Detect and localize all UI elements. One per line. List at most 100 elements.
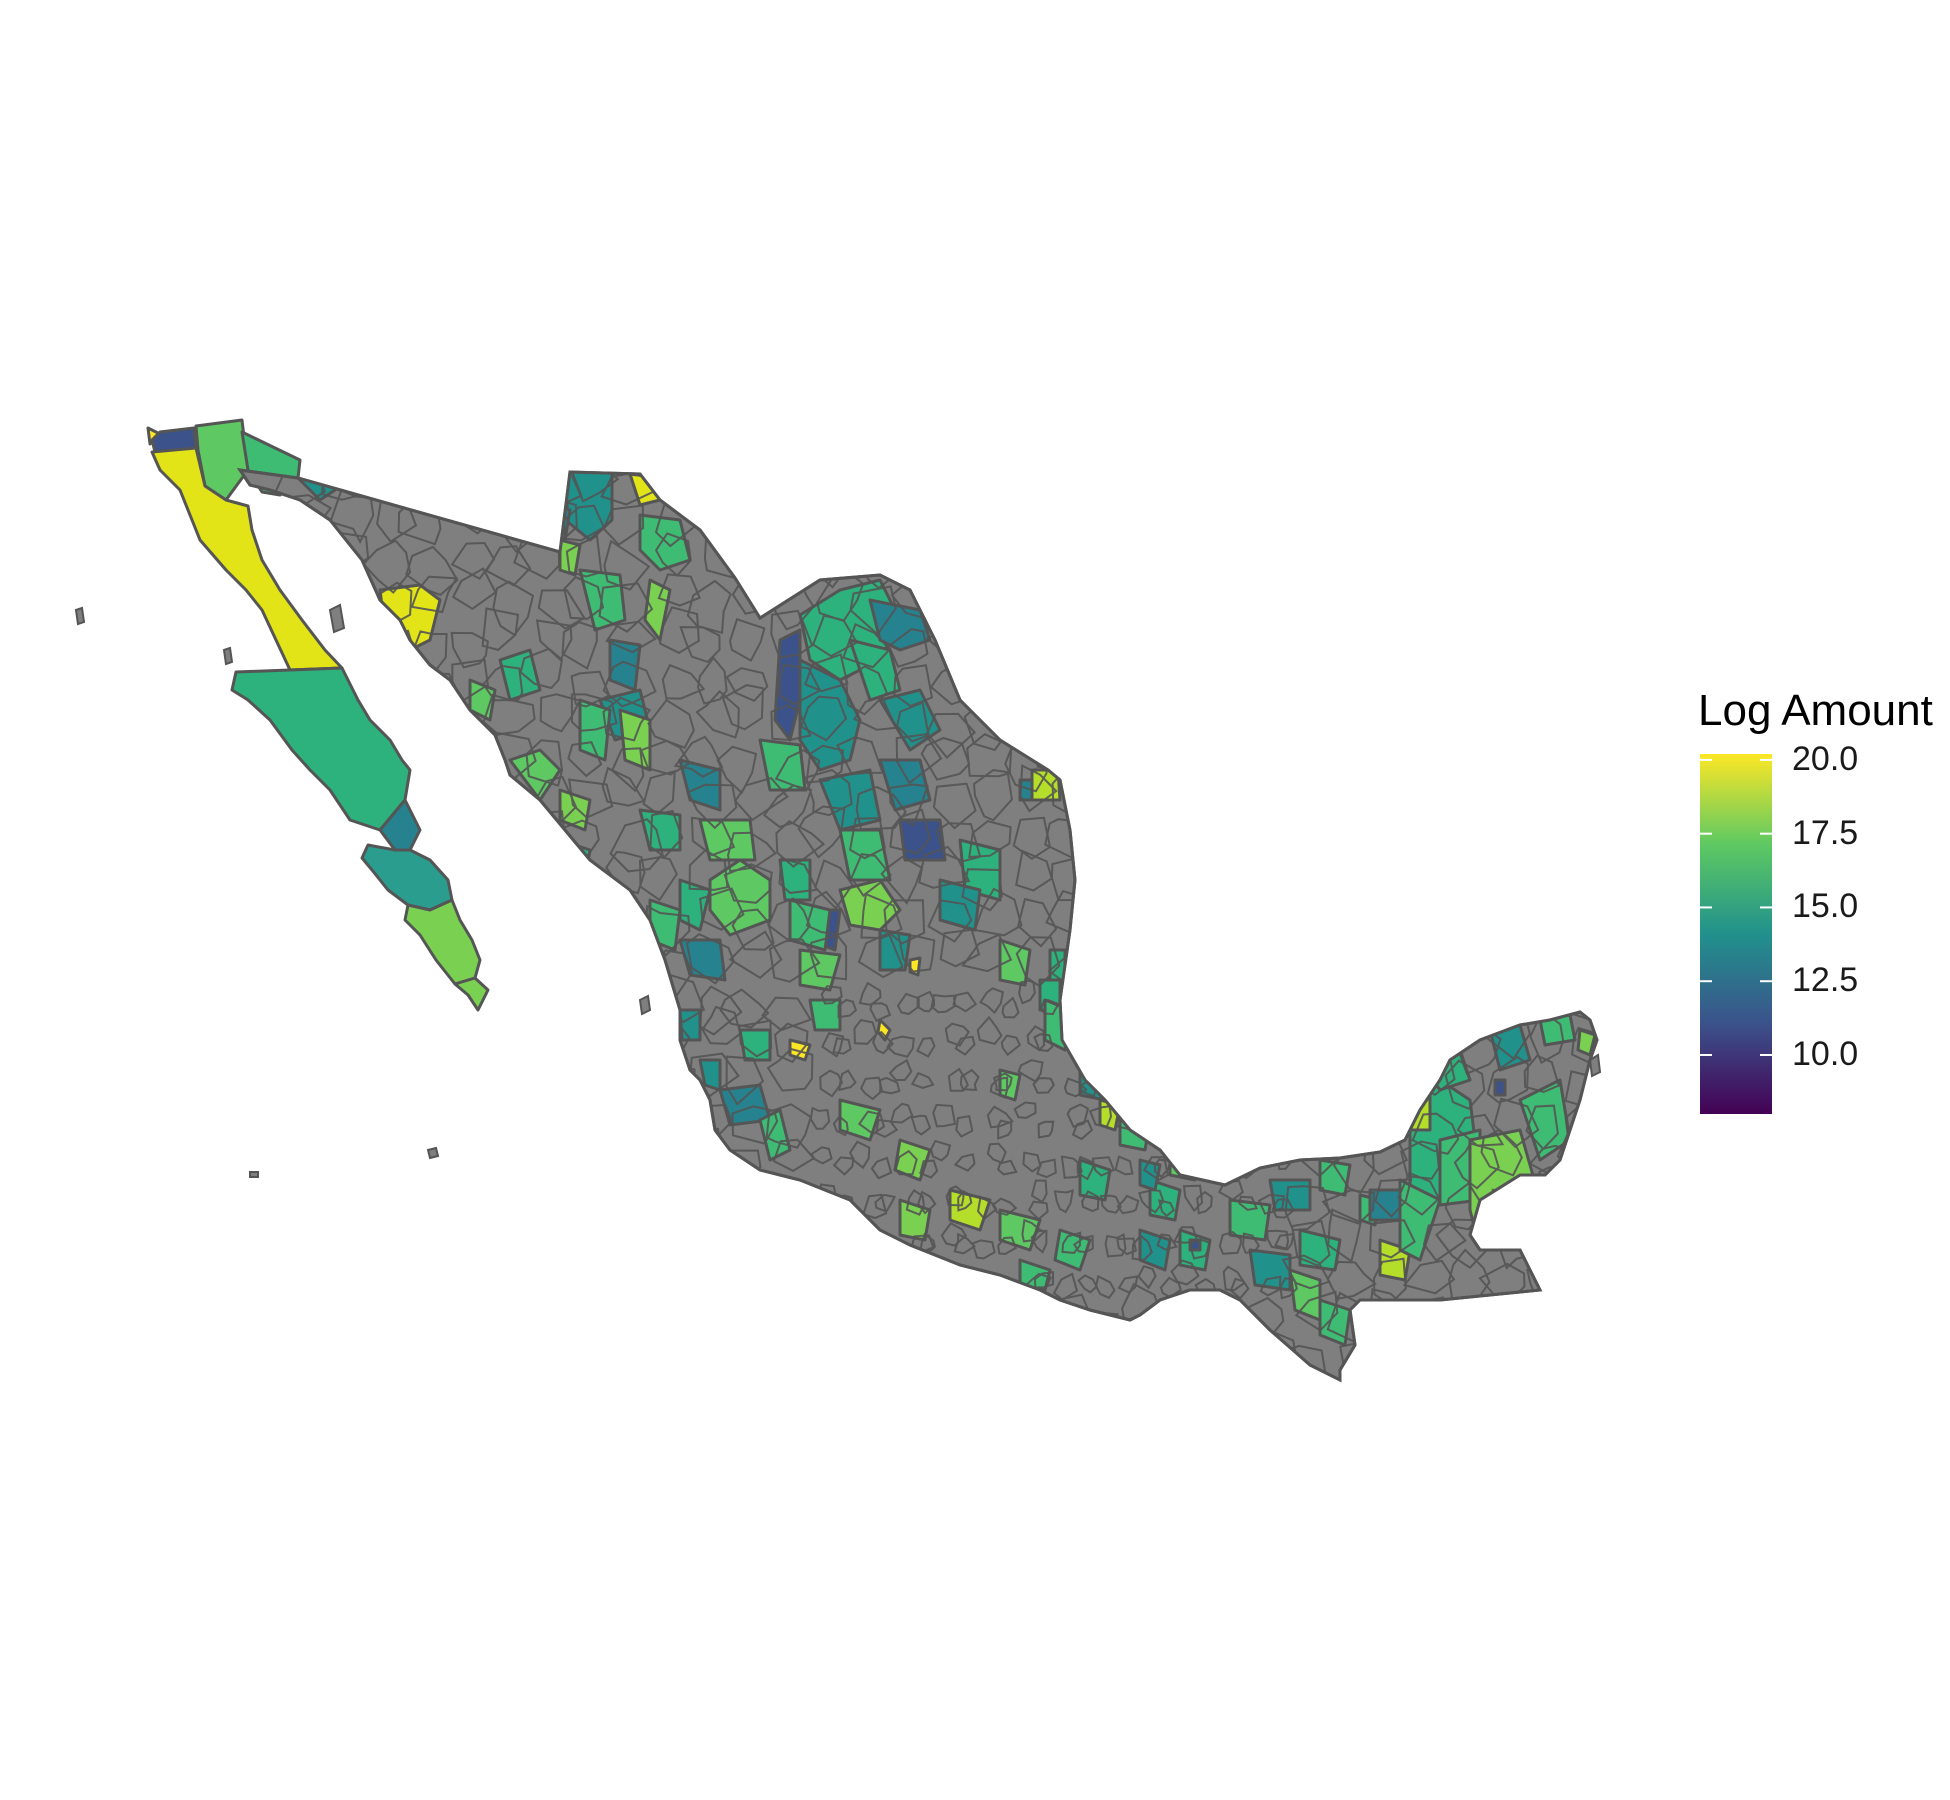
municipality-boundary <box>1518 695 1559 740</box>
municipality-boundary <box>1229 1277 1250 1300</box>
municipality-boundary <box>1370 659 1405 706</box>
municipality-boundary <box>877 1238 897 1261</box>
municipality-boundary <box>1369 1018 1403 1057</box>
municipality-boundary <box>489 1179 534 1235</box>
municipality-boundary <box>1013 1101 1037 1119</box>
municipality-boundary <box>690 816 736 857</box>
municipality-boundary <box>1135 529 1182 578</box>
municipality-boundary <box>1238 1070 1261 1088</box>
region-bcs-loscabos <box>403 898 482 986</box>
municipality-boundary <box>1332 867 1373 910</box>
municipality-boundary <box>1446 858 1495 901</box>
municipality-boundary <box>940 1222 968 1247</box>
municipality-boundary <box>685 932 736 985</box>
municipality-boundary <box>919 1232 937 1252</box>
municipality-boundary <box>959 1068 980 1091</box>
municipality-boundary <box>910 1071 935 1089</box>
municipality-boundary <box>566 1066 615 1119</box>
legend-tick-label: 17.5 <box>1792 813 1859 852</box>
municipality-boundary <box>1296 1099 1336 1145</box>
municipality-boundary <box>1067 1002 1089 1020</box>
island-cedros <box>222 646 234 666</box>
municipality-boundary <box>293 1135 342 1186</box>
municipality-boundary <box>1374 1178 1413 1218</box>
municipality-boundary <box>1253 907 1307 954</box>
municipality-boundary <box>406 983 446 1026</box>
island-guadalupe <box>74 606 86 626</box>
municipality-boundary <box>832 1037 852 1055</box>
municipality-boundary <box>452 1055 501 1102</box>
legend-tick-label: 12.5 <box>1792 961 1859 1000</box>
municipality-boundary <box>685 486 736 531</box>
municipality-boundary <box>281 1096 331 1135</box>
municipality-boundary <box>896 701 930 743</box>
municipality-boundary <box>930 993 957 1014</box>
municipality-boundary <box>838 1069 857 1092</box>
municipality-boundary <box>773 1302 811 1346</box>
municipality-boundary <box>620 1225 653 1274</box>
municipality-boundary <box>1413 621 1465 667</box>
municipality-boundary <box>1204 899 1255 944</box>
municipality-boundary <box>543 854 581 903</box>
municipality-boundary <box>1489 566 1537 612</box>
municipality-boundary <box>578 1258 614 1305</box>
municipality-boundary <box>571 470 620 503</box>
municipality-boundary <box>1238 946 1290 986</box>
municipality-boundary <box>879 1076 901 1095</box>
region-ver-d <box>1168 1138 1202 1182</box>
municipality-boundary <box>1403 589 1437 626</box>
municipality-boundary <box>1141 1064 1169 1093</box>
municipality-boundary <box>1448 809 1492 851</box>
municipality-boundary <box>1401 932 1447 986</box>
municipality-boundary <box>1061 495 1094 531</box>
municipality-boundary <box>639 739 691 776</box>
municipality-boundary <box>996 660 1047 711</box>
municipality-boundary <box>1563 810 1597 861</box>
municipality-boundary <box>768 938 821 983</box>
municipality-boundary <box>1156 1233 1179 1251</box>
municipality-boundary <box>846 1291 896 1332</box>
municipality-boundary <box>732 1295 774 1338</box>
municipality-boundary <box>1032 1077 1055 1094</box>
municipality-boundary <box>872 1030 895 1055</box>
municipality-boundary <box>290 943 337 976</box>
municipality-boundary <box>907 1262 932 1282</box>
municipality-boundary <box>849 1339 893 1377</box>
municipality-boundary <box>526 1295 579 1341</box>
municipality-boundary <box>1197 1149 1217 1170</box>
municipality-boundary <box>953 1232 976 1255</box>
municipality-boundary <box>639 1110 687 1158</box>
municipality-boundary <box>370 1095 418 1145</box>
municipality-boundary <box>1211 1141 1237 1165</box>
municipality-boundary <box>1080 626 1129 671</box>
municipality-boundary <box>570 693 618 732</box>
municipality-boundary <box>419 779 456 820</box>
municipality-boundary <box>857 931 904 979</box>
municipality-boundary <box>565 534 603 578</box>
municipality-boundary <box>1218 987 1245 1014</box>
municipality-boundary <box>778 857 819 894</box>
municipality-boundary <box>719 1186 761 1228</box>
municipality-boundary <box>290 904 341 944</box>
municipality-boundary <box>454 1224 502 1267</box>
municipality-boundary <box>448 1290 493 1337</box>
municipality-boundary <box>505 1140 543 1182</box>
municipality-boundary <box>888 1058 913 1081</box>
region-chiapas-a <box>1228 1198 1272 1242</box>
municipality-boundary <box>1129 994 1151 1020</box>
municipality-boundary <box>337 1166 375 1210</box>
municipality-boundary <box>299 816 335 869</box>
baja-california-peninsula <box>146 418 490 1012</box>
municipality-boundary <box>765 1103 812 1149</box>
municipality-boundary <box>1153 991 1174 1013</box>
municipality-boundary <box>462 1346 504 1380</box>
municipality-boundary <box>692 1179 736 1221</box>
municipality-boundary <box>955 498 1007 537</box>
municipality-boundary <box>1281 1254 1331 1290</box>
municipality-boundary <box>1163 652 1218 704</box>
municipality-boundary <box>1564 1101 1597 1157</box>
municipality-boundary <box>366 932 411 977</box>
municipality-boundary <box>1529 740 1568 790</box>
municipality-boundary <box>561 621 598 670</box>
municipality-boundary <box>760 1216 813 1269</box>
